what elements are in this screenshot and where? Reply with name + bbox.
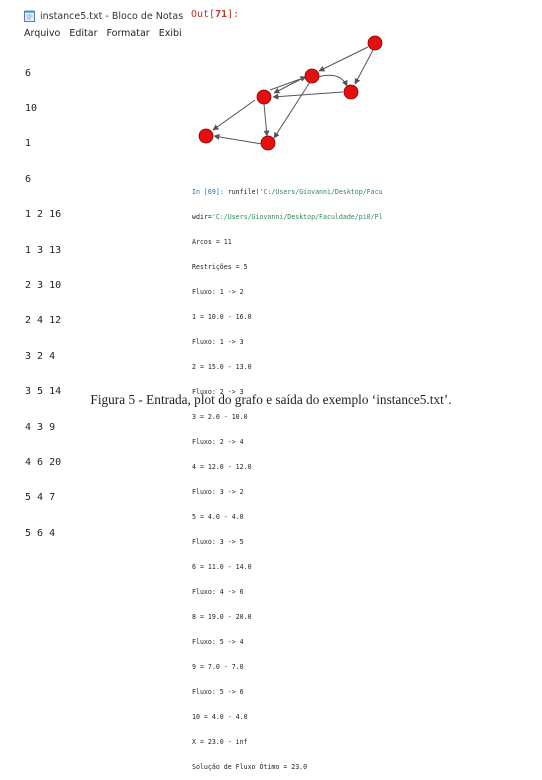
menu-arquivo[interactable]: Arquivo xyxy=(24,28,61,39)
figure-caption: Figura 5 - Entrada, plot do grafo e saíd… xyxy=(90,392,452,407)
console-line: 9 = 7.0 - 7.0 xyxy=(192,663,244,672)
console-line: Fluxo: 3 -> 2 xyxy=(192,488,244,497)
console-line: 1 = 10.0 - 16.0 xyxy=(192,312,252,321)
notepad-text-area[interactable]: 6 10 1 6 1 2 16 1 3 13 2 3 10 2 4 12 3 2… xyxy=(25,44,61,563)
output-prompt-number: 71 xyxy=(215,9,228,20)
console-command: In [69]: runfile('C:/Users/Giovanni/Desk… xyxy=(192,188,382,196)
graph-node xyxy=(260,135,276,151)
output-prompt: Out[71]: xyxy=(191,9,239,20)
menu-formatar[interactable]: Formatar xyxy=(106,28,150,39)
notepad-line: 3 2 4 xyxy=(25,350,56,362)
notepad-line: 6 xyxy=(25,67,32,79)
notepad-line: 1 xyxy=(25,138,32,150)
graph-edge xyxy=(318,46,369,72)
notepad-icon xyxy=(24,10,35,22)
graph-edge xyxy=(269,76,307,91)
notepad-line: 1 3 13 xyxy=(25,244,62,256)
console-prompt: In [69]: xyxy=(192,187,224,196)
graph-node xyxy=(367,35,383,51)
console-line: 6 = 11.0 - 14.0 xyxy=(192,563,252,572)
console-call: runfile( xyxy=(223,187,260,196)
graph-edges xyxy=(212,46,374,145)
notepad-line: 2 3 10 xyxy=(25,279,62,291)
notepad-line: 5 6 4 xyxy=(25,527,56,539)
graph-edge xyxy=(354,49,374,85)
console-line: Fluxo: 1 -> 2 xyxy=(192,287,244,296)
console-line: Fluxo: 2 -> 4 xyxy=(192,438,244,446)
output-prompt-suffix: ]: xyxy=(227,9,240,20)
console-line: 8 = 19.0 - 20.0 xyxy=(192,613,252,622)
console-line: 5 = 4.0 - 4.0 xyxy=(192,513,244,522)
console-line: Fluxo: 1 -> 3 xyxy=(192,337,244,346)
graph-edge xyxy=(213,133,263,145)
notepad-line: 3 5 14 xyxy=(25,386,62,398)
notepad-line: 2 4 12 xyxy=(25,315,62,327)
console-wdir-path: 'C:/Users/Giovanni/Desktop/Faculdade/pi0… xyxy=(211,212,382,221)
notepad-line: 4 6 20 xyxy=(25,456,62,468)
graph-plot xyxy=(198,35,383,151)
graph-node xyxy=(198,128,214,144)
graph-edge xyxy=(273,81,311,139)
console-line: Fluxo: 4 -> 6 xyxy=(192,588,244,597)
console-line: Fluxo: 3 -> 5 xyxy=(192,538,244,547)
notepad-line: 10 xyxy=(25,102,38,114)
console-call-path: 'C:/Users/Giovanni/Desktop/Facu xyxy=(259,187,383,196)
notepad-window: instance5.txt - Bloco de Notas Arquivo E… xyxy=(22,6,184,539)
console-output: In [69]: runfile('C:/Users/Giovanni/Desk… xyxy=(192,171,382,780)
notepad-line: 4 3 9 xyxy=(25,421,56,433)
console-line: Arcos = 11 xyxy=(192,237,232,246)
notepad-titlebar: instance5.txt - Bloco de Notas xyxy=(22,8,184,24)
console-wdir: wdir='C:/Users/Giovanni/Desktop/Faculdad… xyxy=(192,213,382,221)
output-prompt-prefix: Out[ xyxy=(191,9,216,20)
notepad-menubar: Arquivo Editar Formatar Exibi xyxy=(24,28,191,39)
console-line: 2 = 15.0 - 13.0 xyxy=(192,362,252,371)
graph-node xyxy=(343,84,359,100)
notepad-title: instance5.txt - Bloco de Notas xyxy=(40,10,184,22)
console-line: X = 23.0 - inf xyxy=(192,738,248,747)
menu-exibir[interactable]: Exibi xyxy=(158,28,182,39)
notepad-line: 6 xyxy=(25,173,32,185)
console-line: Fluxo: 2 -> 3 xyxy=(192,387,244,396)
console-line: Fluxo: 5 -> 6 xyxy=(192,688,244,697)
notepad-line: 5 4 7 xyxy=(25,492,56,504)
console-line: 10 = 4.0 - 4.0 xyxy=(192,713,248,722)
console-line: Fluxo: 5 -> 4 xyxy=(192,638,244,647)
notepad-line: 1 2 16 xyxy=(25,209,62,221)
console-line: Restrições = 5 xyxy=(192,262,248,271)
menu-editar[interactable]: Editar xyxy=(69,28,98,39)
console-wdir-prefix: wdir= xyxy=(192,212,212,221)
console-line: 3 = 2.0 - 10.0 xyxy=(192,412,248,421)
graph-edge xyxy=(317,74,348,87)
graph-edge xyxy=(263,103,270,137)
graph-node xyxy=(256,89,272,105)
graph-node xyxy=(304,68,320,84)
console-line: Solução de Fluxo Ótimo = 23.0 xyxy=(192,763,308,772)
graph-edge xyxy=(212,99,256,131)
console-line: 4 = 12.0 - 12.0 xyxy=(192,463,252,472)
graph-nodes xyxy=(198,35,383,151)
graph-edge xyxy=(272,91,344,100)
